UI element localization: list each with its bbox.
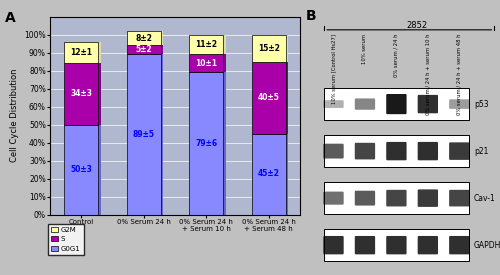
Text: 10±1: 10±1 xyxy=(195,59,217,68)
Text: 34±3: 34±3 xyxy=(70,89,92,98)
Text: 89±5: 89±5 xyxy=(133,130,155,139)
Text: A: A xyxy=(5,11,16,25)
FancyBboxPatch shape xyxy=(449,190,469,207)
Text: 10% serum [Control Hs27]: 10% serum [Control Hs27] xyxy=(331,34,336,104)
Bar xyxy=(126,31,161,45)
Text: 5±2: 5±2 xyxy=(136,45,152,54)
Bar xyxy=(129,54,164,214)
Bar xyxy=(189,34,224,54)
FancyBboxPatch shape xyxy=(324,192,344,205)
Text: Cav-1: Cav-1 xyxy=(474,194,496,203)
Text: GAPDH: GAPDH xyxy=(474,241,500,250)
Text: p53: p53 xyxy=(474,100,488,109)
Bar xyxy=(192,34,226,54)
Bar xyxy=(66,42,101,63)
Bar xyxy=(64,42,98,63)
FancyBboxPatch shape xyxy=(355,191,375,206)
Bar xyxy=(252,62,286,133)
Bar xyxy=(252,34,286,62)
Text: p21: p21 xyxy=(474,147,488,156)
FancyBboxPatch shape xyxy=(449,142,469,160)
Text: 10% serum: 10% serum xyxy=(362,34,368,64)
FancyBboxPatch shape xyxy=(449,99,469,109)
Text: 0% serum / 24 h + serum 10 h: 0% serum / 24 h + serum 10 h xyxy=(426,34,430,115)
FancyBboxPatch shape xyxy=(418,189,438,207)
FancyBboxPatch shape xyxy=(324,144,344,159)
FancyBboxPatch shape xyxy=(418,236,438,254)
Bar xyxy=(126,45,161,54)
Text: 45±2: 45±2 xyxy=(258,169,280,178)
FancyBboxPatch shape xyxy=(386,142,406,160)
FancyBboxPatch shape xyxy=(449,236,469,254)
Bar xyxy=(254,62,288,133)
Y-axis label: Cell Cycle Distribution: Cell Cycle Distribution xyxy=(10,69,18,162)
Bar xyxy=(66,63,101,125)
Bar xyxy=(192,54,226,72)
Text: 79±6: 79±6 xyxy=(195,139,218,148)
Text: 2852: 2852 xyxy=(406,21,427,30)
Bar xyxy=(126,54,161,214)
Legend: G2M, S, G0G1: G2M, S, G0G1 xyxy=(48,224,84,255)
Bar xyxy=(254,133,288,214)
FancyBboxPatch shape xyxy=(386,236,406,254)
Text: 12±1: 12±1 xyxy=(70,48,92,57)
Bar xyxy=(129,45,164,54)
Text: 40±5: 40±5 xyxy=(258,93,280,102)
FancyBboxPatch shape xyxy=(324,229,468,261)
Bar xyxy=(192,72,226,214)
FancyBboxPatch shape xyxy=(386,94,406,114)
Bar xyxy=(66,125,101,214)
FancyBboxPatch shape xyxy=(324,100,344,108)
Bar xyxy=(64,63,98,125)
Text: B: B xyxy=(306,9,316,23)
FancyBboxPatch shape xyxy=(355,236,375,254)
Text: 50±3: 50±3 xyxy=(70,165,92,174)
Text: 0% serum / 24 h: 0% serum / 24 h xyxy=(394,34,399,77)
FancyBboxPatch shape xyxy=(324,236,344,254)
FancyBboxPatch shape xyxy=(355,143,375,159)
Bar xyxy=(252,133,286,214)
Bar xyxy=(254,34,288,62)
Text: 11±2: 11±2 xyxy=(195,40,217,49)
FancyBboxPatch shape xyxy=(324,182,468,214)
Text: 15±2: 15±2 xyxy=(258,43,280,53)
Text: 8±2: 8±2 xyxy=(136,34,152,43)
Bar xyxy=(64,125,98,214)
FancyBboxPatch shape xyxy=(324,135,468,167)
FancyBboxPatch shape xyxy=(355,98,375,110)
FancyBboxPatch shape xyxy=(324,88,468,120)
Text: 0% serum / 24 h + serum 48 h: 0% serum / 24 h + serum 48 h xyxy=(457,34,462,115)
FancyBboxPatch shape xyxy=(386,190,406,207)
Bar xyxy=(189,72,224,214)
FancyBboxPatch shape xyxy=(418,142,438,160)
Bar xyxy=(189,54,224,72)
Bar xyxy=(129,31,164,45)
FancyBboxPatch shape xyxy=(418,95,438,113)
